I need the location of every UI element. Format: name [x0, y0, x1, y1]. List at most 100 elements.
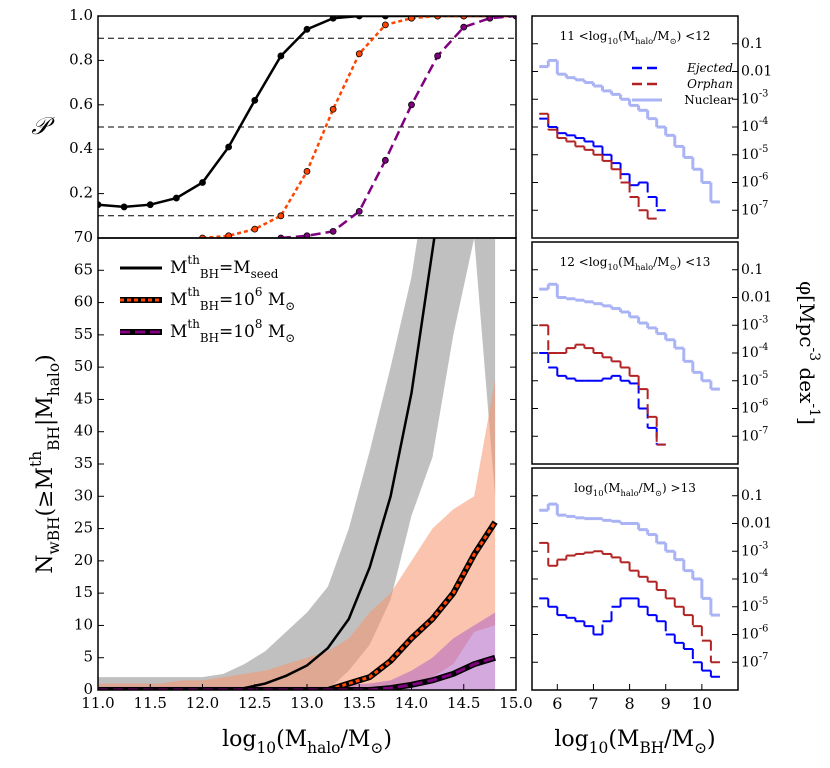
y-tick-label: 0.01 [741, 64, 772, 80]
x-axis-label: log10(MBH/M⊙) [554, 727, 715, 757]
legend-label: Ejected [686, 61, 733, 75]
y-tick-label: 0.01 [741, 290, 772, 306]
x-tick-label: 10 [692, 694, 712, 713]
y-tick-label: 40 [74, 422, 93, 440]
y-tick-label: 10-3 [741, 314, 768, 333]
legend-label: Orphan [687, 77, 733, 91]
y-tick-label: 0.6 [69, 95, 93, 113]
marker [329, 16, 337, 22]
frame [531, 15, 739, 239]
marker [355, 207, 363, 215]
plot-area [539, 502, 720, 678]
x-tick-label: 7 [588, 694, 598, 713]
band [98, 612, 496, 690]
y-tick-label: 10-7 [741, 651, 768, 670]
y-tick-label: 5 [83, 648, 93, 666]
band [98, 238, 496, 690]
marker [120, 203, 128, 211]
marker [199, 179, 206, 186]
y-tick-label: 50 [74, 357, 93, 375]
marker [277, 52, 285, 60]
series-line [98, 656, 496, 690]
marker [277, 212, 285, 220]
x-tick-label: 11.5 [134, 694, 167, 712]
y-axis-label: φ[Mpc-3 dex-1] [796, 281, 823, 425]
y-axis-label: 𝒫 [31, 112, 55, 140]
y-tick-label: 10-5 [741, 144, 768, 163]
annotation: 11 <log10(Mhalo/M⊙) <12 [560, 29, 711, 46]
series-line [98, 16, 516, 209]
y-tick-label: 10-7 [741, 199, 768, 218]
y-tick-label: 10-6 [741, 172, 768, 191]
y-tick-label: 1.0 [69, 6, 93, 24]
x-tick-label: 12.0 [186, 694, 219, 712]
y-tick-label: 10-6 [741, 624, 768, 643]
marker [381, 156, 389, 164]
y-tick-label: 10-4 [741, 116, 768, 135]
y-tick-label: 45 [74, 389, 93, 407]
y-tick-label: 10-5 [741, 370, 768, 389]
y-tick-label: 10-5 [741, 596, 768, 615]
y-tick-label: 70 [74, 228, 93, 246]
marker [381, 21, 389, 29]
x-tick-label: 11.0 [81, 694, 114, 712]
y-tick-label: 10-4 [741, 568, 768, 587]
marker [251, 225, 259, 233]
y-tick-label: 60 [74, 293, 93, 311]
y-tick-label: 0.8 [69, 50, 93, 68]
y-tick-label: 0 [83, 680, 93, 698]
marker [303, 25, 311, 33]
annotation: log10(Mhalo/M⊙) >13 [574, 481, 696, 498]
x-axis-label: log10(Mhalo/M⊙) [222, 727, 392, 757]
y-tick-label: 10 [74, 615, 93, 633]
series-line [98, 238, 436, 690]
band [98, 380, 496, 690]
x-tick-label: 13.5 [343, 694, 376, 712]
y-tick-label: 0.2 [69, 184, 93, 202]
y-tick-label: 0.1 [741, 488, 763, 504]
marker [303, 167, 311, 175]
y-tick-label: 10-7 [741, 425, 768, 444]
x-tick-label: 12.5 [238, 694, 271, 712]
marker [251, 96, 259, 104]
x-tick-label: 8 [624, 694, 634, 713]
x-tick-label: 6 [552, 694, 562, 713]
y-tick-label: 10-3 [741, 540, 768, 559]
annotation: 12 <log10(Mhalo/M⊙) <13 [560, 255, 711, 272]
y-tick-label: 65 [74, 260, 93, 278]
x-tick-label: 13.0 [290, 694, 323, 712]
legend-label: MthBH=Mseed [170, 253, 279, 281]
y-tick-label: 10-6 [741, 398, 768, 417]
legend-label: MthBH=106 M⊙ [170, 285, 295, 313]
x-tick-label: 15.0 [499, 694, 532, 712]
marker [355, 50, 363, 58]
y-tick-label: 0.01 [741, 516, 772, 532]
marker [329, 105, 337, 113]
marker [329, 227, 337, 235]
series-line [280, 16, 516, 238]
y-tick-label: 55 [74, 325, 93, 343]
y-tick-label: 10-3 [741, 88, 768, 107]
y-tick-label: 0.1 [741, 262, 763, 278]
marker [225, 143, 233, 151]
x-tick-label: 14.5 [447, 694, 480, 712]
marker [486, 16, 494, 22]
y-tick-label: 10-4 [741, 342, 768, 361]
legend-label: Nuclear [684, 93, 733, 107]
plot-area [539, 282, 720, 446]
frame [531, 467, 739, 691]
y-tick-label: 30 [74, 486, 93, 504]
y-tick-label: 0.4 [69, 139, 93, 157]
plot-area [539, 58, 720, 220]
x-tick-label: 14.0 [395, 694, 428, 712]
marker [225, 232, 233, 238]
marker [172, 194, 180, 202]
marker [460, 23, 468, 31]
marker [303, 232, 311, 238]
marker [408, 16, 415, 22]
marker [146, 201, 154, 209]
legend-label: MthBH=108 M⊙ [170, 317, 295, 345]
y-tick-label: 15 [74, 583, 93, 601]
y-tick-label: 35 [74, 454, 93, 472]
